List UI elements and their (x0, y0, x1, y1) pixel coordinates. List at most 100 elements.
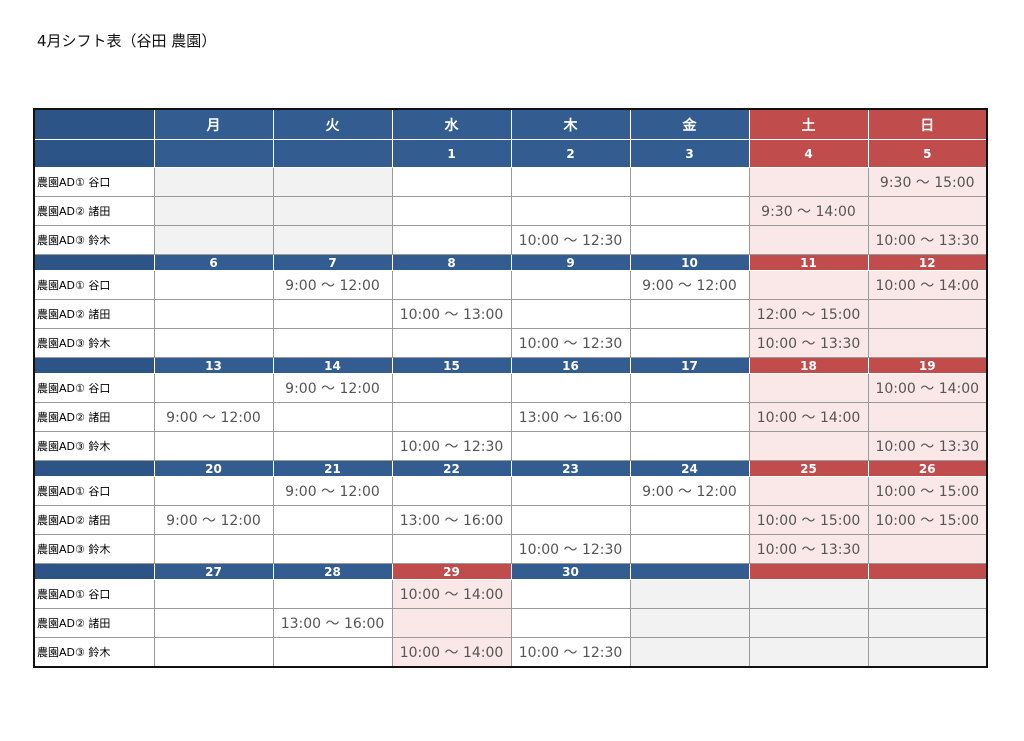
shift-cell (272, 167, 393, 197)
shift-cell (391, 196, 512, 226)
date-cell: 5 (867, 139, 988, 168)
shift-cell (748, 167, 869, 197)
staff-row: 農園AD③ 鈴木 10:00 ～ 14:00 10:00 ～ 12:30 (33, 637, 988, 668)
document-title: 4月シフト表（谷田 農園） (37, 32, 217, 50)
date-cell: 2 (510, 139, 631, 168)
shift-cell: 10:00 ～ 14:00 (867, 373, 988, 403)
staff-row: 農園AD① 谷口 9:00 ～ 12:00 9:00 ～ 12:00 10:00 ～ … (33, 476, 988, 506)
shift-cell (391, 373, 512, 403)
shift-cell (867, 608, 988, 638)
shift-cell (153, 270, 274, 300)
shift-cell (272, 299, 393, 329)
shift-cell: 10:00 ～ 14:00 (867, 270, 988, 300)
shift-cell (748, 270, 869, 300)
shift-cell (391, 534, 512, 564)
shift-cell (153, 328, 274, 358)
shift-cell (153, 431, 274, 461)
shift-cell (510, 167, 631, 197)
staff-name: 農園AD① 谷口 (33, 476, 155, 506)
date-row-label (33, 460, 155, 477)
date-cell (272, 139, 393, 168)
weekday-header: 月 (153, 108, 274, 140)
shift-cell (510, 505, 631, 535)
shift-cell (153, 579, 274, 609)
date-cell: 25 (748, 460, 869, 477)
shift-cell (867, 328, 988, 358)
shift-cell (272, 196, 393, 226)
date-cell: 15 (391, 357, 512, 374)
staff-name: 農園AD② 諸田 (33, 402, 155, 432)
shift-cell: 9:00 ～ 12:00 (153, 402, 274, 432)
shift-cell (510, 196, 631, 226)
shift-cell (510, 431, 631, 461)
shift-cell (153, 534, 274, 564)
shift-cell (748, 579, 869, 609)
shift-cell (629, 167, 750, 197)
shift-cell (629, 534, 750, 564)
shift-cell (391, 270, 512, 300)
date-cell (629, 563, 750, 580)
shift-cell: 10:00 ～ 12:30 (510, 225, 631, 255)
weekday-header: 日 (867, 108, 988, 140)
staff-row: 農園AD③ 鈴木 10:00 ～ 12:30 10:00 ～ 13:30 (33, 225, 988, 255)
shift-cell (629, 225, 750, 255)
shift-cell: 10:00 ～ 15:00 (867, 476, 988, 506)
weekday-header: 火 (272, 108, 393, 140)
shift-cell: 9:00 ～ 12:00 (629, 270, 750, 300)
shift-cell (629, 579, 750, 609)
shift-cell: 9:00 ～ 12:00 (272, 373, 393, 403)
shift-cell: 10:00 ～ 12:30 (510, 637, 631, 668)
date-cell: 23 (510, 460, 631, 477)
shift-cell: 9:00 ～ 12:00 (629, 476, 750, 506)
shift-cell: 10:00 ～ 13:30 (867, 431, 988, 461)
date-cell (867, 563, 988, 580)
date-cell: 3 (629, 139, 750, 168)
date-cell: 22 (391, 460, 512, 477)
shift-cell (153, 608, 274, 638)
shift-cell: 10:00 ～ 12:30 (391, 431, 512, 461)
date-row-label (33, 357, 155, 374)
date-cell: 14 (272, 357, 393, 374)
date-cell: 13 (153, 357, 274, 374)
date-cell: 17 (629, 357, 750, 374)
staff-name: 農園AD① 谷口 (33, 579, 155, 609)
shift-cell (391, 402, 512, 432)
staff-name: 農園AD② 諸田 (33, 608, 155, 638)
date-cell: 18 (748, 357, 869, 374)
shift-cell: 10:00 ～ 15:00 (867, 505, 988, 535)
staff-name: 農園AD③ 鈴木 (33, 534, 155, 564)
staff-row: 農園AD① 谷口 9:00 ～ 12:00 9:00 ～ 12:00 10:00 ～ … (33, 270, 988, 300)
staff-row: 農園AD① 谷口 10:00 ～ 14:00 (33, 579, 988, 609)
staff-row: 農園AD③ 鈴木 10:00 ～ 12:30 10:00 ～ 13:30 (33, 534, 988, 564)
shift-cell (153, 637, 274, 668)
shift-cell: 10:00 ～ 12:30 (510, 534, 631, 564)
staff-name: 農園AD③ 鈴木 (33, 431, 155, 461)
date-cell: 12 (867, 254, 988, 271)
shift-cell (391, 167, 512, 197)
shift-cell: 9:30 ～ 15:00 (867, 167, 988, 197)
shift-cell (748, 431, 869, 461)
shift-cell (391, 608, 512, 638)
staff-row: 農園AD① 谷口 9:30 ～ 15:00 (33, 167, 988, 197)
weekday-header-row: 月火水木金土日 (33, 108, 988, 140)
staff-name: 農園AD① 谷口 (33, 167, 155, 197)
date-row-label (33, 563, 155, 580)
date-cell: 4 (748, 139, 869, 168)
staff-row: 農園AD② 諸田 9:30 ～ 14:00 (33, 196, 988, 226)
shift-cell: 10:00 ～ 13:30 (748, 328, 869, 358)
shift-cell: 9:00 ～ 12:00 (272, 476, 393, 506)
shift-cell (867, 196, 988, 226)
shift-cell (153, 167, 274, 197)
shift-cell (153, 299, 274, 329)
shift-cell: 13:00 ～ 16:00 (510, 402, 631, 432)
staff-name: 農園AD① 谷口 (33, 270, 155, 300)
weekday-header: 水 (391, 108, 512, 140)
staff-name: 農園AD③ 鈴木 (33, 637, 155, 668)
date-cell: 9 (510, 254, 631, 271)
shift-cell: 10:00 ～ 12:30 (510, 328, 631, 358)
shift-cell (153, 373, 274, 403)
staff-row: 農園AD② 諸田 13:00 ～ 16:00 (33, 608, 988, 638)
date-cell: 6 (153, 254, 274, 271)
weekday-header: 土 (748, 108, 869, 140)
shift-cell (272, 402, 393, 432)
